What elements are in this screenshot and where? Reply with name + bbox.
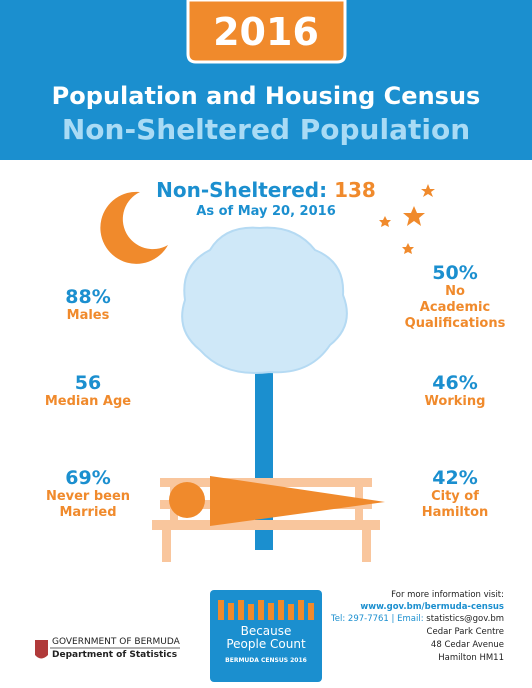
stat-value: 50% xyxy=(432,262,478,284)
stat: 56 Median Age xyxy=(45,372,131,410)
government: GOVERNMENT OF BERMUDA xyxy=(52,637,180,647)
logo-text: Because People Count BERMUDA CENSUS 2016 xyxy=(225,625,307,667)
info-label: For more information visit: xyxy=(391,590,504,600)
logo-tag: BERMUDA CENSUS 2016 xyxy=(225,657,307,664)
year-box xyxy=(186,0,347,64)
logo-people xyxy=(218,600,314,620)
stat-label: City of xyxy=(431,489,479,504)
stat-label: Never been xyxy=(45,489,131,504)
title: Population and Housing Census xyxy=(51,82,481,110)
stat-label: Qualifications xyxy=(404,316,506,331)
headline-label: Non-Sheltered: xyxy=(156,178,328,202)
person-head xyxy=(169,482,205,518)
stat: 69% Never been Married xyxy=(46,467,130,521)
headline: Non-Sheltered: 138 xyxy=(156,178,376,202)
stat-label: Academic xyxy=(419,300,491,315)
stat-value: 88% xyxy=(65,286,111,308)
address-1: Cedar Park Centre xyxy=(426,627,504,637)
address-3: Hamilton HM11 xyxy=(438,653,504,663)
stat-value: 42% xyxy=(432,467,478,489)
year: 2016 xyxy=(213,10,319,54)
person-body xyxy=(210,476,385,526)
stat-label: Median Age xyxy=(44,394,132,409)
subtitle: Non-Sheltered Population xyxy=(61,113,471,146)
email: statistics@gov.bm xyxy=(426,614,504,624)
stat: 46% Working xyxy=(425,372,486,410)
website: www.gov.bm/bermuda-census xyxy=(360,602,504,612)
stat-value: 56 xyxy=(74,372,102,394)
address-2: 48 Cedar Avenue xyxy=(430,640,504,650)
tel: Tel: 297-7761 xyxy=(331,614,389,624)
separator: | xyxy=(391,614,395,624)
logo-line: People Count xyxy=(226,637,306,651)
coat-of-arms xyxy=(35,640,48,659)
stat-label: No xyxy=(445,284,465,299)
tree-crown xyxy=(181,226,348,374)
date: As of May 20, 2016 xyxy=(196,204,336,219)
stat: 50% No Academic Qualifications xyxy=(405,262,506,332)
email-label: Email: xyxy=(397,614,424,624)
stat-value: 69% xyxy=(65,467,111,489)
stat: 88% Males xyxy=(65,286,110,324)
stat: 42% City of Hamilton xyxy=(422,467,489,521)
department: Department of Statistics xyxy=(52,650,178,660)
headline-value: 138 xyxy=(334,178,376,202)
moon xyxy=(100,191,168,264)
stat-label: Hamilton xyxy=(421,505,489,520)
contact: Tel: 297-7761 | Email: statistics@gov.bm xyxy=(331,614,504,624)
stars xyxy=(379,184,435,254)
stat-label: Males xyxy=(66,308,110,323)
stat-label: Married xyxy=(59,505,117,520)
stat-value: 46% xyxy=(432,372,478,394)
logo-line: Because xyxy=(240,624,292,638)
stat-label: Working xyxy=(424,394,486,409)
